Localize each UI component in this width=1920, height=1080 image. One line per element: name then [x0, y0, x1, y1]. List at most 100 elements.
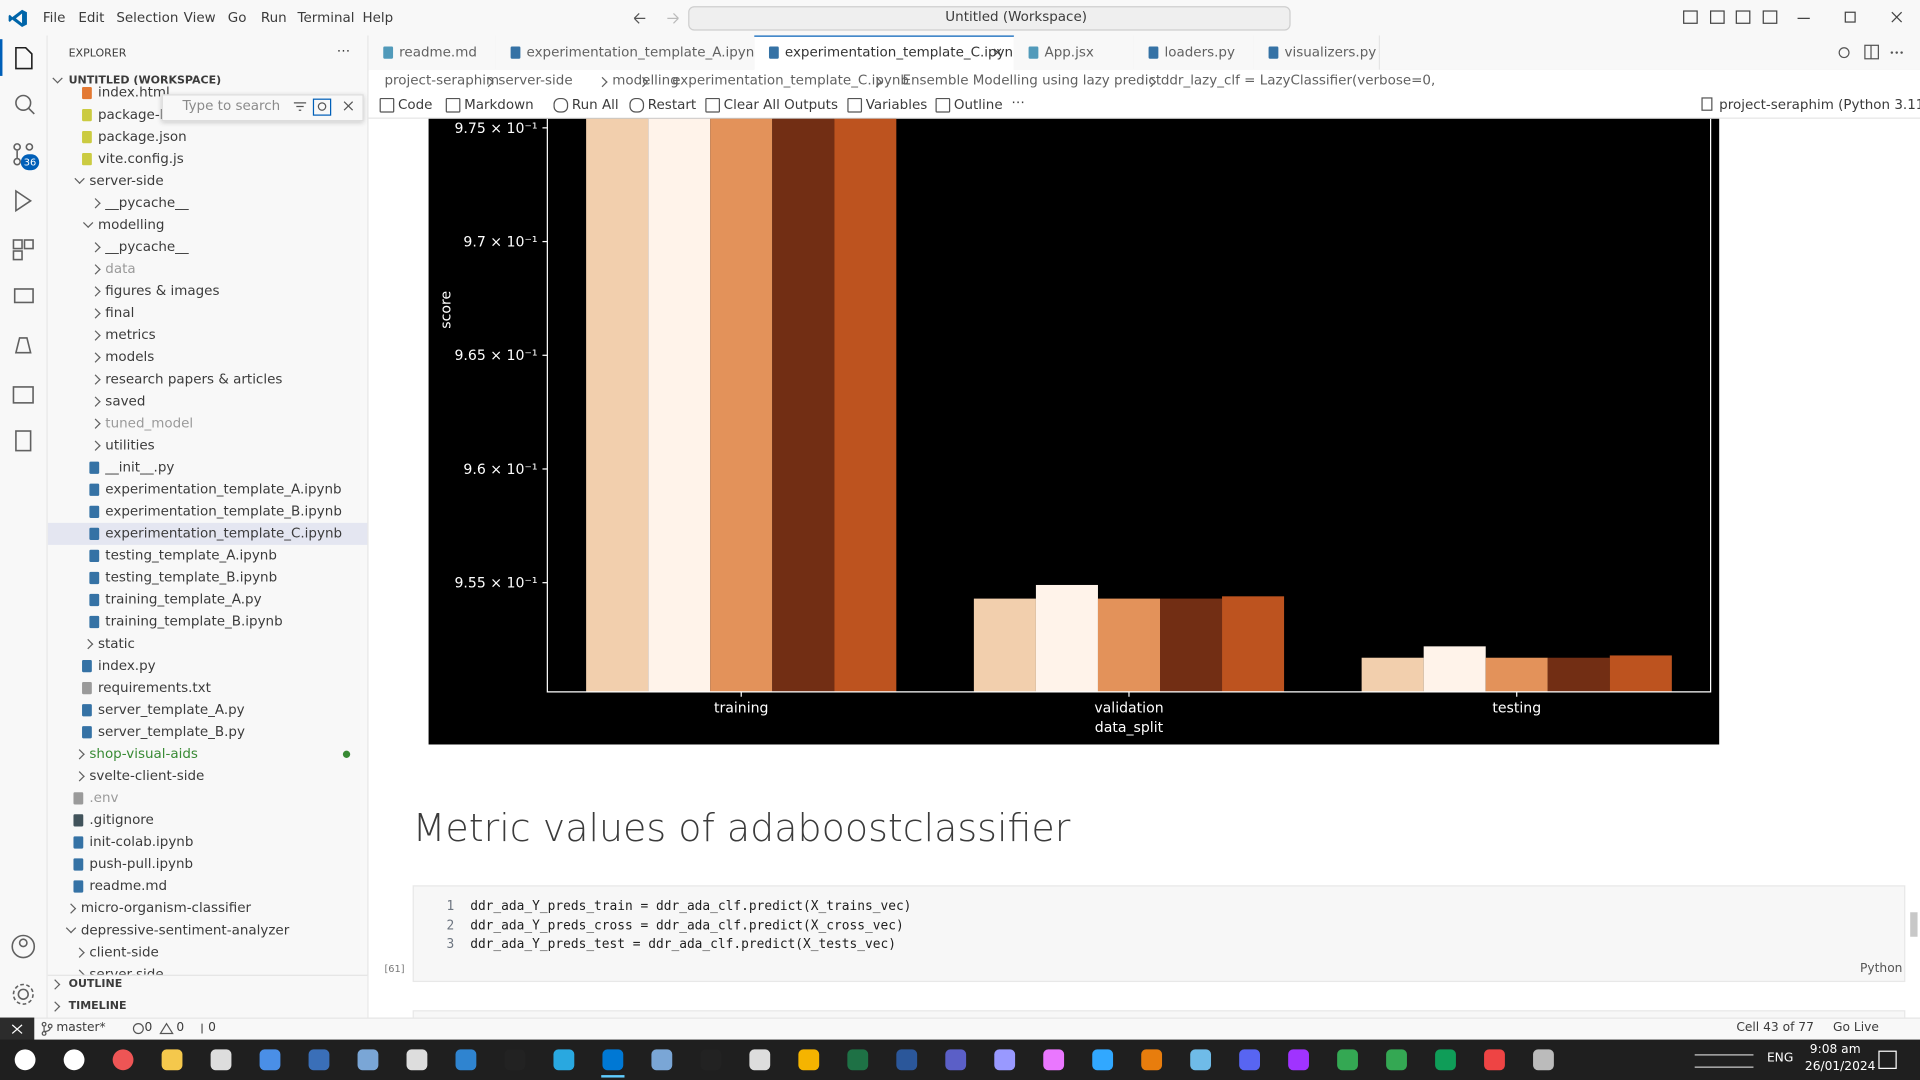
breadcrumb[interactable]: server-side — [498, 72, 573, 89]
taskbar-icon[interactable] — [161, 1049, 183, 1071]
tree-item[interactable]: saved — [105, 393, 146, 409]
menu-item[interactable]: Help — [362, 9, 394, 26]
toolbar-button[interactable]: Markdown — [464, 96, 534, 113]
kernel-picker[interactable]: project-seraphim (Python 3.11.5) — [1719, 96, 1920, 113]
tree-item[interactable]: shop-visual-aids — [89, 745, 198, 762]
tree-item[interactable]: server-side — [89, 966, 164, 975]
input-language[interactable]: ENG — [1766, 1051, 1794, 1066]
tab[interactable] — [754, 35, 1016, 72]
activity-icons[interactable] — [10, 44, 39, 460]
taskbar-icon[interactable] — [1239, 1049, 1260, 1071]
account-settings-icons[interactable] — [10, 933, 39, 1009]
tab-label[interactable]: experimentation_template_C.ipynb — [784, 44, 1022, 60]
notifications[interactable] — [1878, 1050, 1897, 1069]
tree-item[interactable]: models — [105, 348, 155, 365]
taskbar-icon[interactable] — [847, 1049, 869, 1071]
menu-item[interactable]: Go — [227, 9, 247, 26]
taskbar-icon[interactable] — [651, 1049, 673, 1071]
tab-label[interactable]: experimentation_template_A.ipynb — [526, 44, 763, 60]
taskbar-icon[interactable] — [994, 1049, 1016, 1071]
more-icon[interactable]: ⋯ — [336, 42, 352, 59]
tree-item[interactable]: .gitignore — [89, 811, 154, 828]
taskbar-icon[interactable] — [504, 1049, 526, 1071]
menu-item[interactable]: View — [183, 9, 216, 26]
tree-item[interactable]: package.json — [97, 128, 187, 145]
tree-item[interactable]: training_template_B.ipynb — [105, 613, 283, 630]
tree-item[interactable]: index.html — [97, 84, 170, 101]
tree-item[interactable]: server-side — [89, 172, 164, 189]
taskbar-icon[interactable] — [14, 1049, 36, 1071]
taskbar-icon[interactable] — [210, 1049, 232, 1071]
tree-item[interactable]: client-side — [89, 944, 159, 960]
tree-item[interactable]: research papers & articles — [105, 371, 283, 387]
breadcrumb[interactable]: Ensemble Modelling using lazy predict — [902, 72, 1162, 89]
taskbar-icon[interactable] — [798, 1049, 820, 1071]
taskbar-icon[interactable] — [1533, 1049, 1554, 1071]
menu-item[interactable]: File — [42, 9, 66, 26]
menu-item[interactable]: Selection — [116, 9, 179, 26]
tree-item[interactable]: data — [105, 260, 136, 277]
taskbar-icon[interactable] — [259, 1049, 281, 1071]
taskbar-icon[interactable] — [1092, 1049, 1114, 1071]
error-count[interactable]: 0 — [144, 1021, 153, 1035]
toolbar-button[interactable]: Restart — [647, 96, 697, 113]
tab-label[interactable]: visualizers.py — [1284, 44, 1377, 60]
taskbar-icon[interactable] — [308, 1049, 330, 1071]
tree-item[interactable]: testing_template_A.ipynb — [105, 547, 277, 564]
cell-position[interactable]: Cell 43 of 77 — [1736, 1021, 1814, 1035]
tree-item[interactable]: __pycache__ — [105, 194, 189, 211]
tree-item[interactable]: package-l — [97, 106, 164, 123]
outline-section[interactable]: OUTLINE — [68, 978, 123, 991]
nav-arrows[interactable] — [632, 10, 681, 27]
workspace-title[interactable]: UNTITLED (WORKSPACE) — [68, 74, 222, 87]
taskbar-icon[interactable] — [700, 1049, 722, 1071]
tree-item[interactable]: figures & images — [105, 282, 220, 299]
taskbar-icon[interactable] — [1043, 1049, 1065, 1071]
tree-item[interactable]: tuned_model — [105, 415, 194, 432]
editor-actions[interactable] — [1834, 44, 1907, 61]
taskbar-icon[interactable] — [945, 1049, 967, 1071]
taskbar-icon[interactable] — [63, 1049, 85, 1071]
taskbar-icon[interactable] — [406, 1049, 428, 1071]
clock-time[interactable]: 9:08 am — [1809, 1043, 1861, 1057]
branch[interactable]: master* — [56, 1021, 106, 1035]
tree-item[interactable]: readme.md — [89, 877, 168, 894]
breadcrumb[interactable]: ddr_lazy_clf = LazyClassifier(verbose=0, — [1160, 72, 1436, 89]
tab-label[interactable]: readme.md — [399, 44, 477, 60]
tree-item[interactable]: .env — [89, 789, 119, 806]
menu-item[interactable]: Terminal — [297, 9, 355, 26]
tab-label[interactable]: loaders.py — [1164, 44, 1235, 60]
tree-item[interactable]: server_template_A.py — [97, 701, 245, 718]
tree-item[interactable]: index.py — [97, 657, 156, 674]
taskbar-icon[interactable] — [357, 1049, 379, 1071]
taskbar-icon[interactable] — [1288, 1049, 1309, 1071]
taskbar-icon[interactable] — [1337, 1049, 1358, 1071]
taskbar-icon[interactable] — [553, 1049, 575, 1071]
taskbar-icon[interactable] — [896, 1049, 918, 1071]
tree-item[interactable]: depressive-sentiment-analyzer — [80, 922, 290, 938]
tree-item[interactable]: svelte-client-side — [89, 767, 205, 784]
toolbar-button[interactable]: Variables — [865, 96, 928, 113]
tree-item[interactable]: __init__.py — [105, 459, 175, 476]
breadcrumb[interactable]: modelling — [612, 72, 679, 89]
tree-item[interactable]: utilities — [105, 437, 155, 454]
toolbar-button[interactable]: Clear All Outputs — [723, 96, 838, 113]
menu-item[interactable]: Run — [260, 9, 287, 26]
tree-item[interactable]: push-pull.ipynb — [89, 855, 194, 872]
taskbar-icon[interactable] — [1386, 1049, 1407, 1071]
tree-item[interactable]: requirements.txt — [97, 679, 211, 696]
menu-item[interactable]: Edit — [78, 9, 105, 26]
tree-item[interactable]: testing_template_B.ipynb — [105, 569, 278, 586]
window-controls[interactable] — [1678, 9, 1917, 29]
tree-item[interactable]: metrics — [105, 326, 156, 343]
tree-item[interactable]: init-colab.ipynb — [89, 833, 194, 850]
command-center[interactable] — [688, 6, 1291, 31]
taskbar-icon[interactable] — [1435, 1049, 1456, 1071]
tree-item[interactable]: training_template_A.py — [105, 591, 262, 608]
tab-label[interactable]: App.jsx — [1044, 44, 1094, 60]
taskbar-icon[interactable] — [1141, 1049, 1163, 1071]
tree-item[interactable]: micro-organism-classifier — [80, 900, 252, 916]
toolbar-button[interactable]: Outline — [953, 96, 1003, 113]
taskbar-icon[interactable] — [1190, 1049, 1212, 1071]
breadcrumb[interactable]: project-seraphim — [384, 72, 500, 89]
